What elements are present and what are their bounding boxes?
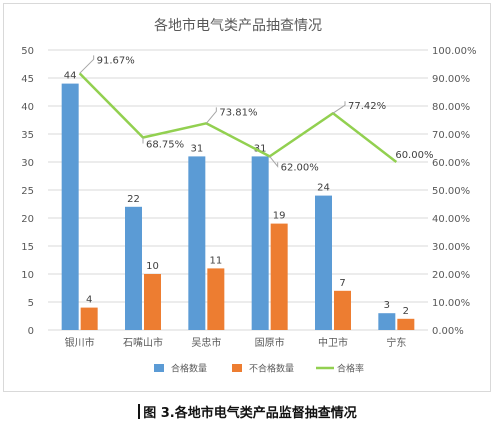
- y-right-tick-label: 50.00%: [432, 186, 470, 197]
- pass-rate-data-label: 62.00%: [281, 162, 319, 173]
- pass-rate-leader-line: [79, 55, 95, 74]
- bar-data-label: 4: [86, 295, 92, 306]
- bar-data-label: 31: [190, 143, 203, 154]
- bar-data-label: 31: [254, 143, 267, 154]
- bar-data-label: 11: [209, 255, 222, 266]
- y-right-tick-label: 100.00%: [432, 46, 477, 57]
- y-left-tick-label: 50: [21, 46, 34, 57]
- bar-pass: [188, 156, 206, 330]
- bar-data-label: 7: [339, 278, 345, 289]
- x-tick-label: 银川市: [65, 336, 95, 349]
- figure-caption-text: 图 3.各地市电气类产品监督抽查情况: [143, 406, 357, 421]
- y-left-tick-label: 5: [28, 298, 34, 309]
- pass-rate-line: [78, 72, 398, 163]
- x-tick-label: 宁东: [386, 336, 406, 349]
- bar-pass: [378, 313, 396, 330]
- y-left-tick-label: 0: [28, 326, 34, 337]
- bar-fail: [397, 318, 415, 330]
- bar-pass: [251, 156, 269, 330]
- chart-title: 各地市电气类产品抽查情况: [154, 17, 322, 34]
- y-left-tick-label: 35: [21, 130, 34, 141]
- bar-fail: [144, 274, 161, 330]
- y-left-tick-label: 25: [21, 186, 34, 197]
- y-right-tick-label: 30.00%: [432, 242, 470, 253]
- bar-pass: [61, 83, 79, 330]
- y-right-tick-label: 20.00%: [432, 270, 470, 281]
- legend-label: 合格数量: [171, 363, 207, 375]
- pass-rate-data-label: 68.75%: [146, 140, 184, 151]
- bar-data-label: 19: [273, 211, 286, 222]
- legend-swatch-bar: [232, 364, 242, 372]
- y-left-tick-label: 20: [21, 214, 34, 225]
- bar-fail: [270, 223, 288, 330]
- legend-label: 不合格数量: [249, 363, 294, 375]
- bar-data-label: 2: [403, 306, 409, 317]
- legend-swatch-bar: [154, 364, 164, 372]
- bar-fail: [207, 268, 225, 330]
- pass-rate-data-label: 73.81%: [219, 107, 257, 118]
- y-left-tick-label: 10: [21, 270, 34, 281]
- pass-rate-leader-line: [332, 101, 346, 114]
- y-left-tick-label: 15: [21, 242, 34, 253]
- y-right-tick-label: 60.00%: [432, 158, 470, 169]
- caption-marker: [138, 404, 141, 419]
- pass-rate-leader-line: [269, 156, 279, 168]
- bar-fail: [334, 290, 351, 330]
- bar-pass: [315, 195, 332, 330]
- x-tick-label: 吴忠市: [191, 336, 221, 349]
- pass-rate-data-label: 60.00%: [395, 150, 433, 161]
- bar-data-label: 22: [127, 194, 140, 205]
- bar-pass: [125, 206, 142, 330]
- bar-fail: [80, 307, 98, 330]
- y-right-tick-label: 40.00%: [432, 214, 470, 225]
- y-right-tick-label: 10.00%: [432, 298, 470, 309]
- x-tick-label: 固原市: [255, 336, 285, 349]
- pass-rate-data-label: 77.42%: [348, 101, 386, 112]
- bar-data-label: 44: [64, 71, 77, 82]
- y-left-tick-label: 30: [21, 158, 34, 169]
- y-right-tick-label: 90.00%: [432, 74, 470, 85]
- y-left-tick-label: 40: [21, 102, 34, 113]
- y-left-tick-label: 45: [21, 74, 34, 85]
- figure-caption: 图 3.各地市电气类产品监督抽查情况: [0, 402, 495, 421]
- bar-data-label: 3: [384, 300, 390, 311]
- bar-data-label: 24: [317, 183, 330, 194]
- bar-data-label: 10: [146, 261, 159, 272]
- pass-rate-leader-line: [205, 107, 217, 124]
- y-right-tick-label: 80.00%: [432, 102, 470, 113]
- chart-canvas: 各地市电气类产品抽查情况 0 5 10 15 20 25 30 35 40 45 50 0.00% 10.…: [21, 17, 477, 375]
- y-right-tick-label: 70.00%: [432, 130, 470, 141]
- x-tick-label: 中卫市: [318, 336, 348, 349]
- legend-label: 合格率: [337, 363, 364, 375]
- pass-rate-data-label: 91.67%: [97, 55, 135, 66]
- x-tick-label: 石嘴山市: [123, 336, 163, 349]
- y-right-tick-label: 0.00%: [432, 326, 464, 337]
